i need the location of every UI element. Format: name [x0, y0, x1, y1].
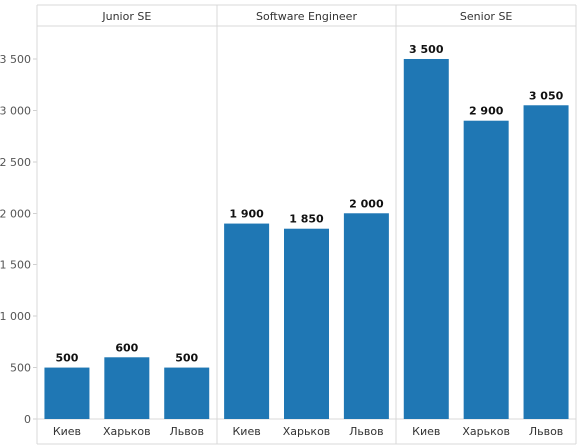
bar [284, 228, 329, 419]
data-label: 3 500 [409, 43, 444, 56]
data-label: 1 850 [289, 213, 324, 226]
y-tick-label: 2 500 [0, 156, 31, 169]
bar [403, 58, 449, 420]
bar [224, 223, 270, 419]
x-tick-label: Львов [169, 425, 203, 438]
data-label: 2 000 [349, 197, 384, 210]
x-tick-label: Харьков [103, 425, 151, 438]
data-label: 600 [115, 341, 138, 354]
y-tick-label: 500 [10, 362, 31, 375]
panel-header: Junior SE [101, 10, 151, 23]
x-tick-label: Харьков [462, 425, 510, 438]
y-tick-label: 2 000 [0, 207, 31, 220]
bar [164, 367, 210, 419]
data-label: 1 900 [229, 208, 264, 221]
x-tick-label: Харьков [283, 425, 331, 438]
y-tick-label: 0 [24, 413, 31, 426]
x-tick-label: Львов [529, 425, 563, 438]
data-label: 500 [175, 352, 198, 365]
y-tick-label: 3 000 [0, 104, 31, 117]
y-tick-label: 1 500 [0, 259, 31, 272]
bar [104, 357, 150, 419]
y-tick-label: 1 000 [0, 310, 31, 323]
x-tick-label: Киев [53, 425, 81, 438]
data-label: 3 050 [529, 89, 564, 102]
x-tick-label: Киев [233, 425, 261, 438]
bar [343, 213, 389, 419]
panel-header: Software Engineer [256, 10, 357, 23]
bar [523, 105, 569, 419]
y-tick-label: 3 500 [0, 53, 31, 66]
panel-header: Senior SE [460, 10, 513, 23]
data-label: 2 900 [469, 105, 504, 118]
data-label: 500 [55, 352, 78, 365]
bar [463, 120, 509, 420]
x-tick-label: Львов [349, 425, 383, 438]
bar [44, 367, 90, 419]
x-tick-label: Киев [412, 425, 440, 438]
